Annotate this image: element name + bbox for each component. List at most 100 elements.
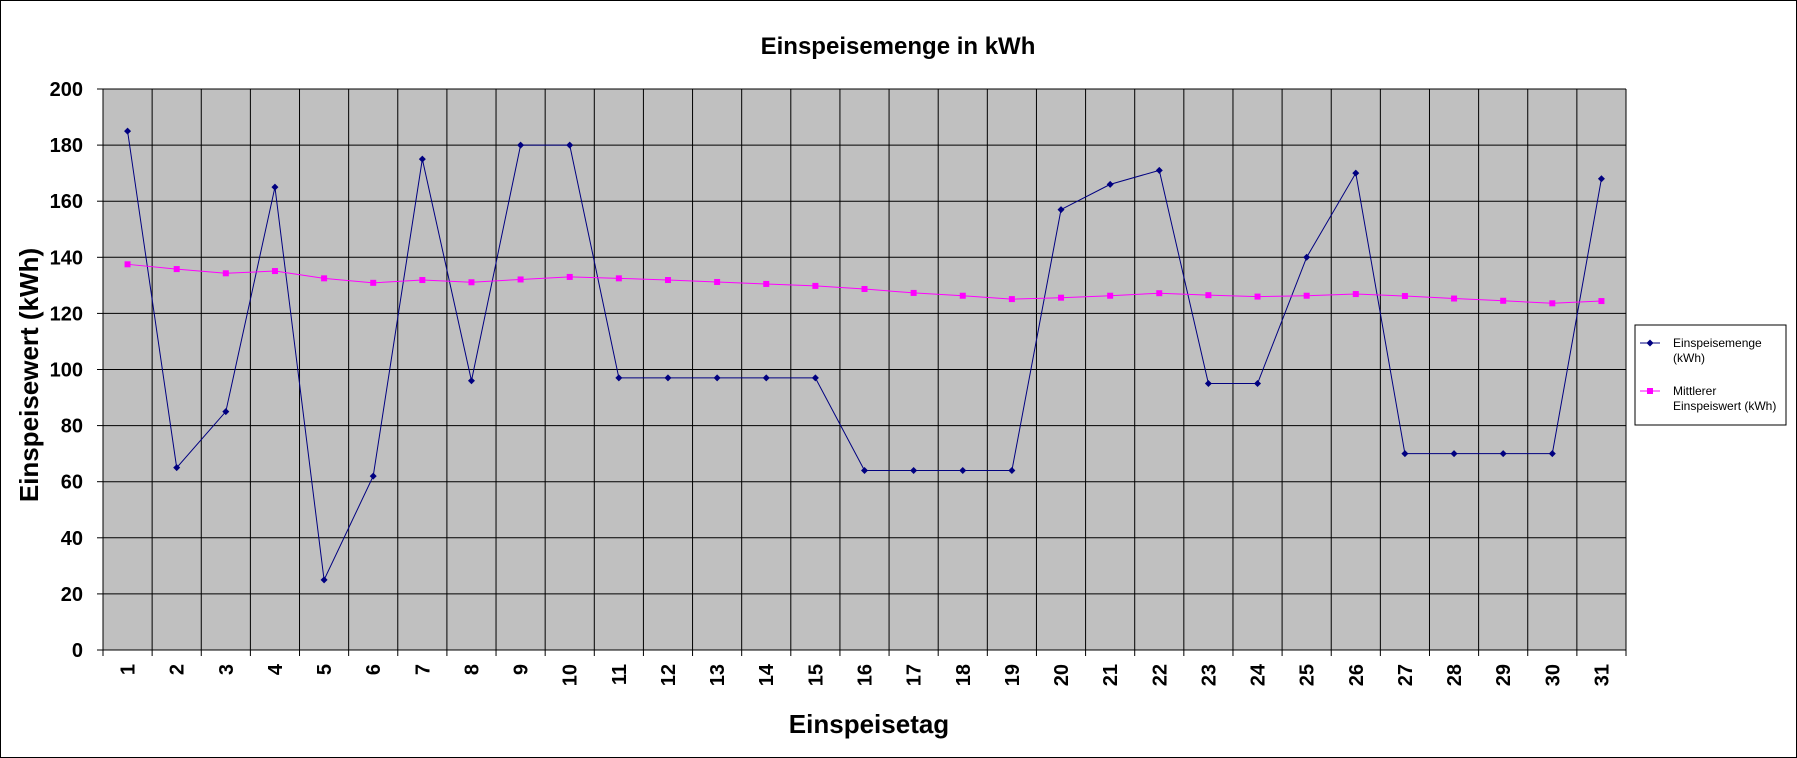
x-tick-label: 10 bbox=[560, 664, 582, 686]
x-tick-label: 20 bbox=[1051, 664, 1073, 686]
data-point bbox=[1450, 450, 1458, 458]
data-point bbox=[1008, 466, 1016, 474]
x-tick-label: 23 bbox=[1198, 664, 1220, 686]
x-tick-label: 3 bbox=[216, 664, 238, 675]
x-tick-label: 5 bbox=[314, 664, 336, 675]
x-tick-label: 14 bbox=[756, 663, 778, 686]
data-point bbox=[517, 276, 524, 283]
legend: Einspeisemenge (kWh) Mittlerer Einspeiswert… bbox=[1634, 324, 1787, 426]
x-tick-label: 16 bbox=[855, 664, 877, 686]
x-tick-label: 21 bbox=[1100, 664, 1122, 686]
data-point bbox=[320, 576, 328, 584]
data-point bbox=[713, 374, 721, 382]
data-point bbox=[664, 374, 672, 382]
x-tick-label: 19 bbox=[1002, 664, 1024, 686]
data-point bbox=[418, 155, 426, 163]
chart-title: Einspeisemenge in kWh bbox=[761, 33, 1036, 60]
grid bbox=[103, 88, 1627, 650]
x-tick-label: 2 bbox=[167, 664, 189, 675]
data-point bbox=[321, 275, 328, 282]
data-point bbox=[861, 466, 868, 474]
data-point bbox=[615, 275, 622, 282]
y-tick-label: 60 bbox=[61, 472, 83, 494]
data-point bbox=[1451, 295, 1458, 302]
x-tick-label: 25 bbox=[1297, 664, 1319, 686]
data-point bbox=[1057, 206, 1065, 214]
x-tick-label: 4 bbox=[265, 663, 287, 675]
data-point bbox=[1303, 253, 1311, 261]
data-point bbox=[1500, 297, 1507, 304]
data-point bbox=[1303, 292, 1310, 299]
data-point bbox=[173, 266, 180, 273]
data-point bbox=[1205, 292, 1212, 299]
data-point bbox=[173, 464, 181, 472]
x-tick-label: 27 bbox=[1395, 664, 1417, 686]
data-point bbox=[959, 292, 966, 299]
x-tick-label: 28 bbox=[1444, 664, 1466, 686]
x-tick-label: 22 bbox=[1149, 664, 1171, 686]
legend-swatch-marker bbox=[1647, 388, 1653, 394]
data-point bbox=[222, 408, 230, 416]
data-point bbox=[714, 278, 721, 285]
data-point bbox=[1352, 169, 1360, 177]
data-point bbox=[124, 127, 132, 135]
y-tick-label: 200 bbox=[50, 79, 83, 101]
data-point bbox=[124, 261, 131, 268]
x-tick-label: 30 bbox=[1542, 664, 1564, 686]
data-point bbox=[762, 374, 770, 382]
x-tick-label: 18 bbox=[953, 664, 975, 686]
data-point bbox=[1401, 450, 1409, 458]
y-tick-label: 100 bbox=[50, 360, 83, 382]
data-point bbox=[1156, 290, 1163, 297]
legend-entry-2: Mittlerer Einspeiswert (kWh) bbox=[1673, 384, 1776, 413]
data-point bbox=[763, 280, 770, 287]
series-1 bbox=[124, 127, 1605, 584]
y-axis-ticks: 0 20 40 60 80 100 120 140 160 180 200 bbox=[50, 79, 103, 662]
data-point bbox=[271, 268, 278, 275]
data-point bbox=[1204, 380, 1212, 388]
data-point bbox=[959, 466, 967, 474]
data-point bbox=[1548, 450, 1556, 458]
data-point bbox=[370, 279, 377, 286]
data-point bbox=[1107, 292, 1114, 299]
axes bbox=[97, 89, 1626, 656]
data-point bbox=[1352, 291, 1359, 298]
data-point bbox=[615, 374, 623, 382]
data-point bbox=[271, 183, 279, 191]
x-tick-label: 24 bbox=[1248, 663, 1270, 686]
data-point bbox=[1597, 175, 1605, 183]
data-point bbox=[664, 277, 671, 284]
data-point bbox=[468, 279, 475, 286]
y-tick-label: 40 bbox=[61, 528, 83, 550]
x-tick-label: 13 bbox=[707, 664, 729, 686]
series-2 bbox=[124, 261, 1605, 307]
y-tick-label: 20 bbox=[61, 584, 83, 606]
data-point bbox=[222, 270, 229, 277]
data-point bbox=[1254, 380, 1262, 388]
data-point bbox=[910, 289, 917, 296]
x-tick-label: 12 bbox=[658, 664, 680, 686]
data-point bbox=[517, 141, 525, 149]
data-point bbox=[467, 377, 475, 385]
x-tick-label: 31 bbox=[1591, 664, 1613, 686]
data-point bbox=[861, 285, 868, 292]
x-tick-label: 17 bbox=[904, 664, 926, 686]
data-point bbox=[1499, 450, 1507, 458]
data-point bbox=[1106, 180, 1114, 188]
data-point bbox=[1058, 294, 1065, 301]
data-point bbox=[1254, 293, 1261, 300]
data-point bbox=[1155, 166, 1163, 174]
x-axis-ticks: 1 2 3 4 5 6 7 8 9 10 11 12 13 14 15 16 17 18 19 20 21 22 23 24 2… bbox=[102, 650, 1627, 686]
data-point bbox=[1598, 298, 1605, 305]
data-point bbox=[419, 277, 426, 284]
y-tick-label: 140 bbox=[50, 247, 83, 269]
data-point bbox=[812, 282, 819, 289]
x-tick-label: 15 bbox=[805, 664, 827, 686]
data-point bbox=[1401, 293, 1408, 300]
legend-box bbox=[1634, 324, 1787, 426]
data-point bbox=[910, 466, 918, 474]
x-tick-label: 6 bbox=[363, 664, 385, 675]
y-axis-title: Einspeisewert (kWh) bbox=[14, 248, 44, 502]
x-tick-label: 29 bbox=[1493, 664, 1515, 686]
